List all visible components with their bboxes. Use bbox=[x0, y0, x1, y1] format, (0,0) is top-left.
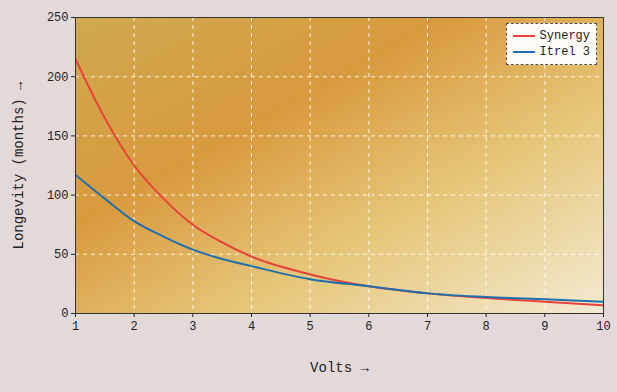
svg-text:8: 8 bbox=[483, 320, 490, 334]
svg-text:Volts →: Volts → bbox=[310, 360, 369, 376]
svg-text:2: 2 bbox=[131, 320, 138, 334]
svg-text:50: 50 bbox=[54, 248, 68, 262]
html-text:Itrel 3: Itrel 3 bbox=[539, 45, 590, 59]
svg-text:100: 100 bbox=[47, 189, 69, 203]
svg-text:250: 250 bbox=[47, 11, 69, 25]
svg-text:Longevity (months) →: Longevity (months) → bbox=[11, 81, 27, 250]
svg-text:1: 1 bbox=[72, 320, 79, 334]
svg-text:3: 3 bbox=[189, 320, 196, 334]
svg-text:9: 9 bbox=[541, 320, 548, 334]
svg-text:150: 150 bbox=[47, 130, 69, 144]
svg-text:0: 0 bbox=[61, 307, 68, 321]
html-text:Synergy: Synergy bbox=[539, 29, 590, 43]
svg-text:5: 5 bbox=[307, 320, 314, 334]
svg-text:6: 6 bbox=[365, 320, 372, 334]
svg-text:4: 4 bbox=[248, 320, 255, 334]
svg-text:10: 10 bbox=[596, 320, 610, 334]
svg-text:200: 200 bbox=[47, 71, 69, 85]
svg-text:7: 7 bbox=[424, 320, 431, 334]
